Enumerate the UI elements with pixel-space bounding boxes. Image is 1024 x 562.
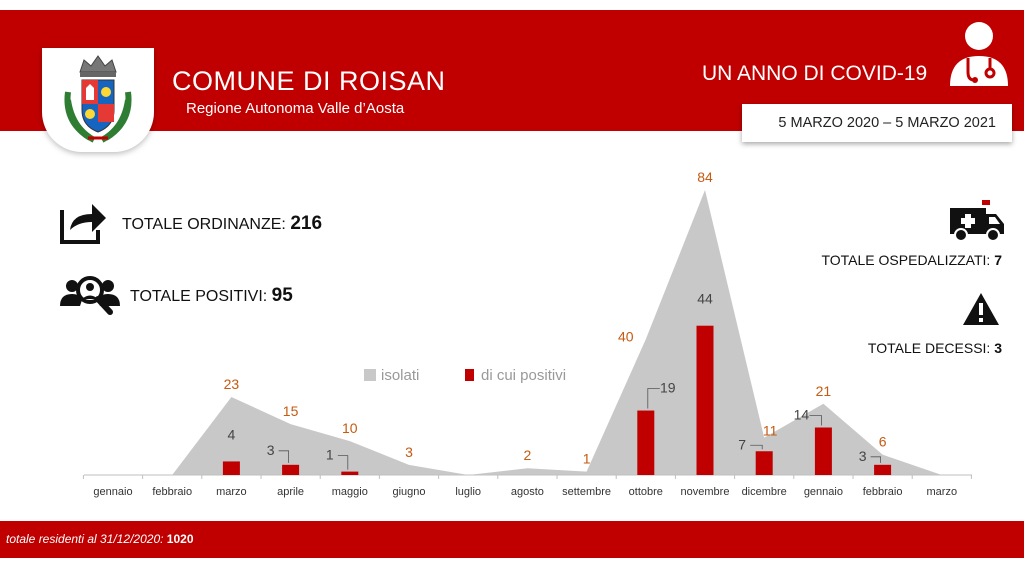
- area-series-isolati: [172, 190, 942, 475]
- bar-value-label: 1: [326, 447, 334, 463]
- area-value-label: 40: [618, 328, 634, 344]
- x-tick-label: luglio: [455, 486, 481, 498]
- footer-bar: totale residenti al 31/12/2020: 1020: [0, 521, 1024, 558]
- x-tick-label: settembre: [562, 486, 611, 498]
- bar-value-label: 14: [794, 407, 810, 423]
- residents-value: 1020: [166, 532, 194, 546]
- combo-chart: gennaio febbraio marzo aprile maggio giugno lu…: [82, 169, 972, 498]
- date-range: 5 MARZO 2020 – 5 MARZO 2021: [778, 115, 996, 131]
- bar-label-leader: [750, 444, 763, 450]
- bar-value-label: 7: [738, 436, 746, 452]
- x-tick-label: agosto: [511, 486, 544, 498]
- stat-positivi-label: TOTALE POSITIVI:: [130, 288, 268, 305]
- doctor-icon: [950, 22, 1008, 86]
- bar-value-label: 3: [859, 448, 867, 464]
- x-tick-label: gennaio: [93, 486, 132, 498]
- x-tick-label: febbraio: [863, 486, 903, 498]
- x-tick-label: ottobre: [629, 486, 663, 498]
- area-value-label: 1: [583, 451, 591, 467]
- stat-ordinanze-label: TOTALE ORDINANZE:: [122, 216, 286, 233]
- bar-value-label: 19: [660, 380, 676, 396]
- people-search-icon: [60, 276, 120, 315]
- bar-positivi: [222, 461, 240, 475]
- bar-value-label: 3: [267, 442, 275, 458]
- bar-positivi: [282, 464, 300, 475]
- stat-decessi-value: 3: [994, 340, 1002, 356]
- bar-positivi: [814, 427, 832, 475]
- area-value-label: 6: [879, 434, 887, 450]
- x-tick-label: maggio: [332, 486, 368, 498]
- area-value-label: 15: [283, 403, 299, 419]
- bar-label-leader: [809, 415, 822, 426]
- area-value-label: 3: [405, 444, 413, 460]
- x-tick-label: giugno: [392, 486, 425, 498]
- bar-label-leader: [870, 456, 881, 463]
- x-tick-label: gennaio: [804, 486, 843, 498]
- share-arrow-icon: [60, 204, 106, 244]
- area-value-label: 23: [224, 376, 240, 392]
- x-tick-label: dicembre: [742, 486, 787, 498]
- legend-swatch-isolati: [364, 369, 376, 381]
- town-crest-icon: [64, 55, 132, 143]
- area-value-label: 2: [524, 447, 532, 463]
- stat-ospedalizzati: TOTALE OSPEDALIZZATI: 7: [821, 252, 1002, 268]
- campaign-title: UN ANNO DI COVID-19: [702, 62, 928, 85]
- area-value-label: 11: [763, 423, 778, 439]
- stat-ordinanze: TOTALE ORDINANZE: 216: [122, 213, 322, 235]
- residents-label: totale residenti al 31/12/2020:: [6, 532, 164, 546]
- x-tick-label: febbraio: [152, 486, 192, 498]
- bar-value-label: 4: [228, 426, 236, 442]
- date-range-box: 5 MARZO 2020 – 5 MARZO 2021: [742, 104, 1012, 142]
- bar-positivi: [696, 325, 714, 475]
- x-tick-label: marzo: [927, 486, 958, 498]
- stat-decessi-label: TOTALE DECESSI:: [867, 340, 991, 356]
- bar-label-leader: [337, 455, 349, 470]
- residents-footer: totale residenti al 31/12/2020: 1020: [6, 532, 194, 546]
- stat-ospedalizzati-label: TOTALE OSPEDALIZZATI:: [821, 252, 991, 268]
- stat-decessi: TOTALE DECESSI: 3: [868, 340, 1002, 356]
- x-tick-label: aprile: [277, 486, 304, 498]
- bar-positivi: [637, 410, 655, 475]
- bar-label-leader: [647, 388, 660, 409]
- town-name: COMUNE DI ROISAN: [172, 66, 446, 96]
- x-tick-label: marzo: [216, 486, 247, 498]
- legend-swatch-positivi: [465, 369, 474, 381]
- stat-positivi: TOTALE POSITIVI: 95: [130, 285, 293, 307]
- bar-value-label: 44: [697, 291, 713, 307]
- x-tick-label: novembre: [681, 486, 730, 498]
- bar-positivi: [755, 451, 773, 475]
- town-crest: [42, 48, 154, 152]
- bar-positivi: [874, 464, 892, 475]
- stat-ordinanze-value: 216: [290, 213, 323, 234]
- stat-positivi-value: 95: [271, 285, 293, 306]
- area-value-label: 21: [816, 383, 832, 399]
- region-name: Regione Autonoma Valle d’Aosta: [186, 100, 405, 117]
- bar-positivi: [341, 471, 359, 475]
- stat-ospedalizzati-value: 7: [994, 252, 1002, 268]
- area-value-label: 10: [342, 420, 358, 436]
- ambulance-icon: [950, 200, 1004, 242]
- warning-icon: [963, 293, 999, 325]
- area-value-label: 84: [697, 169, 713, 185]
- legend-label-positivi: di cui positivi: [481, 367, 566, 384]
- legend-label-isolati: isolati: [381, 367, 419, 384]
- bar-label-leader: [278, 450, 290, 463]
